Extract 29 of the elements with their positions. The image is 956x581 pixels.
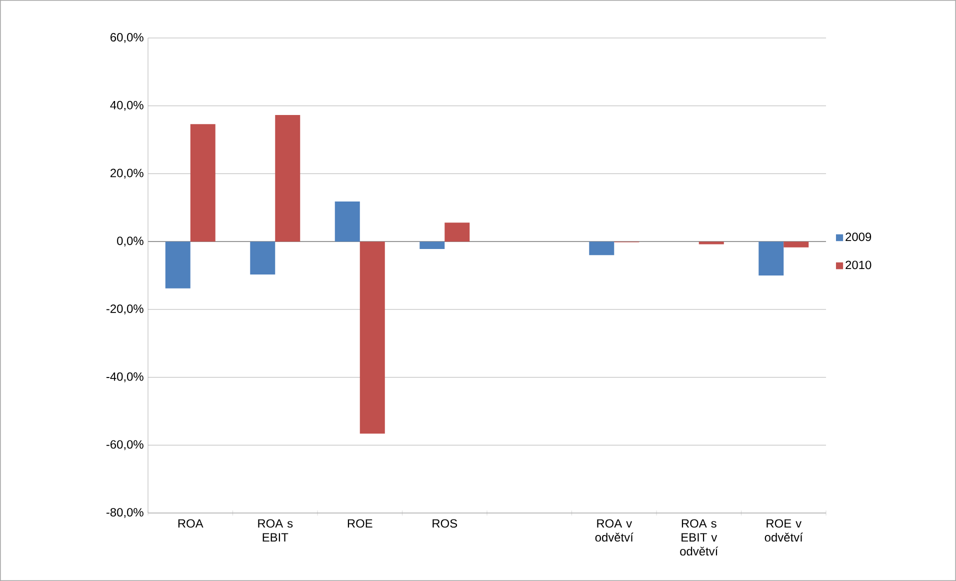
y-tick-label: 20,0% bbox=[110, 168, 144, 179]
bar bbox=[360, 242, 385, 434]
bar bbox=[250, 242, 276, 274]
legend-label: 2010 bbox=[846, 260, 872, 270]
x-tick-label: ROA s EBIT bbox=[258, 519, 293, 542]
bar bbox=[334, 202, 360, 242]
y-tick-label: -40,0% bbox=[106, 372, 144, 382]
y-tick-label: 60,0% bbox=[110, 33, 144, 43]
bar bbox=[190, 124, 216, 242]
x-tick-label: ROA s EBIT v odvětví bbox=[680, 519, 718, 556]
y-tick-label: -60,0% bbox=[106, 440, 144, 450]
bar bbox=[165, 242, 190, 288]
bar bbox=[698, 242, 724, 244]
x-tick-label: ROA bbox=[178, 519, 204, 528]
bar bbox=[444, 222, 470, 242]
y-tick-label: 0,0% bbox=[117, 236, 144, 247]
y-tick-label: 40,0% bbox=[110, 100, 144, 111]
x-tick-label: ROE bbox=[348, 519, 372, 528]
x-tick-label: ROA v odvětví bbox=[595, 519, 634, 542]
y-tick-label: -80,0% bbox=[106, 508, 144, 518]
bar bbox=[784, 242, 809, 248]
x-tick-label: ROS bbox=[432, 519, 458, 528]
y-tick-label: -20,0% bbox=[106, 304, 144, 314]
bar bbox=[589, 242, 614, 256]
legend-label: 2009 bbox=[846, 232, 872, 242]
bar bbox=[758, 242, 784, 276]
x-tick-label: ROE v odvětví bbox=[764, 519, 803, 542]
bar bbox=[420, 242, 445, 250]
bar bbox=[275, 115, 300, 242]
